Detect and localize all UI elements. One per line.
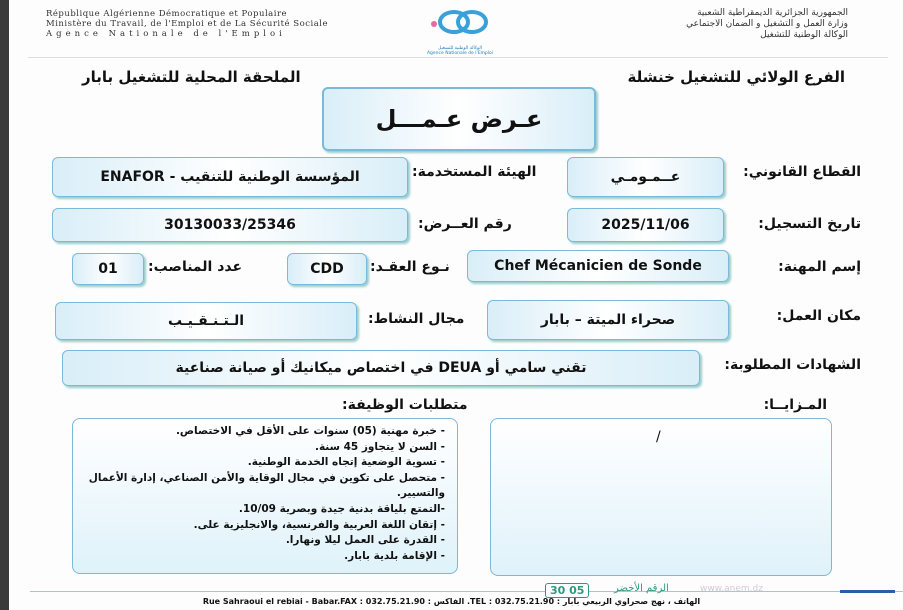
list-item: - خبرة مهنية (05) سنوات على الأقل في الا…: [175, 425, 445, 437]
header-line: Agence Nationale de l'Emploi: [46, 29, 286, 39]
document-title: عـرض عـمـــل: [322, 87, 596, 151]
activity-value: الـتـنـقـيـب: [55, 302, 357, 340]
positions-value: 01: [72, 253, 144, 285]
list-item: -التمتع بلياقة بدنية جيدة وبصرية 10/09.: [238, 502, 445, 515]
contract-value: CDD: [287, 253, 367, 285]
list-item: - السن لا يتجاوز 45 سنة.: [314, 440, 445, 453]
website: www.anem.dz: [700, 584, 763, 594]
green-label: الرقم الأخضر: [614, 583, 669, 594]
header-line: République Algérienne Démocratique et Po…: [46, 9, 288, 19]
requirements-list: - خبرة مهنية (05) سنوات على الأقل في الا…: [72, 418, 458, 574]
branch-left: الملحقة المحلية للتشغيل بابار: [82, 68, 301, 86]
list-item: - متحصل على تكوين في مجال الوقاية والأمن…: [88, 471, 445, 500]
diplomas-label: الشهادات المطلوبة:: [724, 357, 861, 373]
contract-label: نـوع العقـد:: [370, 259, 450, 275]
location-value: صحراء الميتة – بابار: [487, 300, 729, 340]
activity-label: مجال النشاط:: [368, 311, 465, 327]
scan-edge: [0, 0, 9, 610]
footer-address: Rue Sahraoui el rebiai - Babar.FAX : 032…: [202, 597, 701, 606]
list-item: - إتقان اللغة العربية والفرنسية، والانجل…: [193, 518, 445, 531]
anem-logo: الوكالة الوطنية للتشغيل Agence Nationale…: [405, 6, 515, 56]
requirements-label: متطلبات الوظيفة:: [342, 397, 468, 413]
header-line: الجمهورية الجزائرية الديمقراطية الشعبية: [697, 8, 848, 18]
offer-no-label: رقم العــرض:: [418, 216, 512, 232]
logo-fr: Agence Nationale de l'Emploi: [426, 51, 494, 56]
advantages-box: /: [490, 418, 832, 576]
header-line: Ministère du Travail, de l'Emploi et de …: [46, 19, 329, 29]
offer-no-value: 30130033/25346: [52, 208, 408, 242]
diplomas-value: تقني سامي أو DEUA في اختصاص ميكانيك أو ص…: [62, 350, 700, 386]
divider: [28, 57, 888, 58]
branch-right: الفرع الولائي للتشغيل خنشلة: [627, 68, 845, 86]
header-french: République Algérienne Démocratique et Po…: [46, 9, 328, 39]
job-label: إسم المهنة:: [778, 259, 861, 275]
positions-label: عدد المناصب:: [148, 259, 243, 275]
header-line: وزارة العمل و التشغيل و الضمان الاجتماعي: [686, 19, 848, 29]
list-item: - القدرة على العمل ليلا ونهارا.: [285, 534, 445, 547]
advantages-value: /: [656, 429, 661, 445]
logo-icon: [431, 10, 488, 34]
advantages-label: المـزايــا:: [763, 397, 827, 413]
job-value: Chef Mécanicien de Sonde: [467, 250, 729, 282]
sector-label: القطاع القانوني:: [743, 164, 861, 180]
footer-accent: [840, 590, 895, 593]
sector-value: عــمـومـي: [567, 157, 724, 197]
reg-date-label: تاريخ التسجيل:: [758, 216, 861, 232]
reg-date-value: 2025/11/06: [567, 208, 724, 242]
logo-ar: الوكالة الوطنية للتشغيل: [438, 46, 482, 51]
footer-line: [30, 591, 903, 592]
employer-label: الهيئة المستخدمة:: [412, 164, 537, 180]
green-number: 30 05: [545, 583, 590, 598]
list-item: - الإقامة بلدية بابار.: [344, 549, 445, 562]
employer-value: المؤسسة الوطنية للتنقيب - ENAFOR: [52, 157, 408, 197]
location-label: مكان العمل:: [776, 308, 861, 324]
header-line: الوكالة الوطنية للتشغيل: [760, 30, 848, 40]
list-item: - تسوية الوضعية إتجاه الخدمة الوطنية.: [247, 456, 445, 469]
header-arabic: الجمهورية الجزائرية الديمقراطية الشعبية …: [686, 8, 848, 41]
